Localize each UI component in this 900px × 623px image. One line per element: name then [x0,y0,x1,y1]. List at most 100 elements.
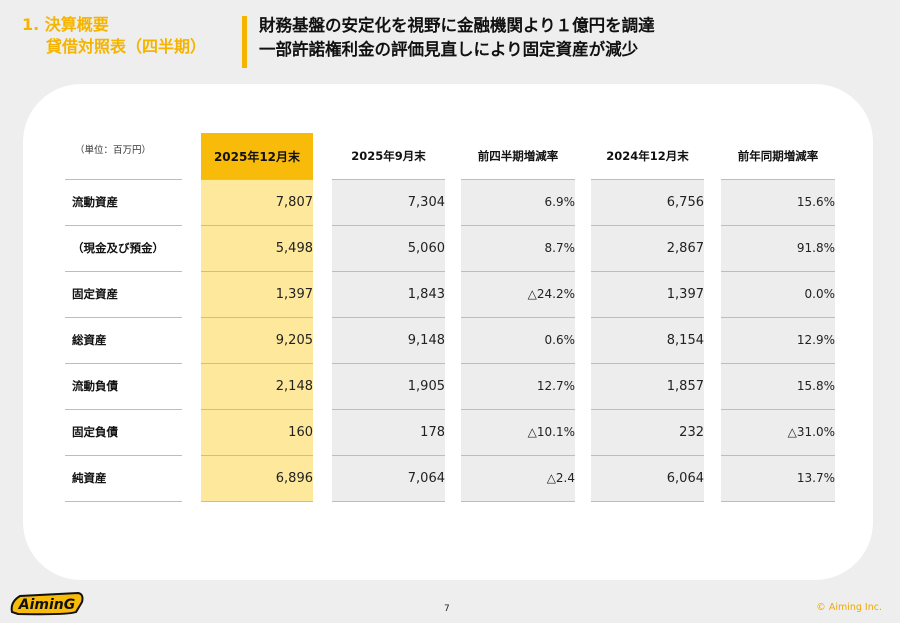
table-cell: 9,148 [407,332,445,348]
table-cell: 12.9% [796,333,835,347]
column-header-label: 2025年12月末 [213,149,301,164]
column-bg-5 [721,179,835,502]
table-cell: 2,867 [666,240,704,256]
table-rule [591,409,704,410]
table-cell: 5,060 [407,240,445,256]
table-cell: 0.0% [804,287,836,301]
row-label: 流動負債 [72,379,118,393]
table-cell: 15.8% [796,379,835,393]
table-rule [65,179,182,180]
table-cell: 15.6% [796,195,835,209]
table-rule [461,501,575,502]
table-cell: 7,807 [275,194,313,210]
table-cell: 91.8% [796,241,835,255]
table-rule [591,179,704,180]
table-rule [201,271,313,272]
row-label: 固定資産 [72,287,118,301]
table-rule [332,271,445,272]
table-cell: △2.4 [546,471,575,485]
table-rule [65,409,182,410]
section-title-line2: 貸借対照表（四半期） [46,37,207,56]
table-cell: 160 [288,424,313,440]
table-rule [461,455,575,456]
table-rule [461,179,575,180]
column-header: 2025年9月末 [351,149,426,163]
table-cell: 0.6% [544,333,576,347]
column-header: 前四半期増減率 [477,149,559,163]
table-rule [461,271,575,272]
table-cell: 6,756 [666,194,704,210]
table-rule [591,501,704,502]
table-rule [65,225,182,226]
table-rule [591,225,704,226]
table-rule [332,317,445,318]
table-cell: 9,205 [275,332,313,348]
row-label: （現金及び預金） [72,241,164,255]
table-cell: 6,064 [666,470,704,486]
row-label: 総資産 [72,333,107,347]
table-rule [591,317,704,318]
table-rule [721,501,835,502]
table-cell: 1,397 [275,286,313,302]
table-cell: 5,498 [275,240,313,256]
table-rule [721,271,835,272]
table-cell: 6.9% [544,195,576,209]
table-rule [65,455,182,456]
page-number: 7 [444,604,450,614]
unit-label: （単位：百万円） [75,145,152,156]
table-rule [65,271,182,272]
table-rule [461,409,575,410]
table-rule [721,225,835,226]
column-header: 前年同期増減率 [737,149,819,163]
table-rule [65,317,182,318]
table-rule [201,363,313,364]
title-divider [242,16,247,68]
row-label: 純資産 [72,471,107,485]
section-title-line1: 1. 決算概要 [22,15,109,34]
highlight-column [201,179,313,502]
table-cell: 8.7% [544,241,576,255]
table-rule [591,363,704,364]
table-cell: 1,857 [666,378,704,394]
section-title: 1. 決算概要 貸借対照表（四半期） [22,14,206,58]
table-rule [201,179,313,180]
table-rule [721,455,835,456]
table-rule [332,179,445,180]
table-rule [201,409,313,410]
table-cell: 7,064 [407,470,445,486]
table-rule [721,179,835,180]
table-rule [332,363,445,364]
table-cell: 232 [679,424,704,440]
table-cell: 1,843 [407,286,445,302]
table-rule [721,363,835,364]
headline: 財務基盤の安定化を視野に金融機関より１億円を調達 一部許諾権利金の評価見直しによ… [259,14,655,62]
table-rule [721,409,835,410]
table-cell: △24.2% [527,287,575,301]
table-rule [65,363,182,364]
table-rule [201,317,313,318]
column-bg-3 [461,179,575,502]
table-cell: 6,896 [275,470,313,486]
column-bg-4 [591,179,704,502]
table-rule [201,225,313,226]
table-cell: 12.7% [536,379,575,393]
table-cell: 8,154 [666,332,704,348]
table-cell: △10.1% [527,425,575,439]
row-label: 固定負債 [72,425,118,439]
table-rule [461,317,575,318]
table-rule [201,455,313,456]
column-bg-2 [332,179,445,502]
table-cell: 1,397 [666,286,704,302]
column-header-current: 2025年12月末 [201,133,313,179]
copyright: © Aiming Inc. [816,602,882,613]
table-cell: 178 [420,424,445,440]
table-rule [461,363,575,364]
logo-text: AiminG [18,597,75,613]
aiming-logo: AiminG [10,591,84,616]
table-rule [332,225,445,226]
table-rule [591,455,704,456]
table-rule [591,271,704,272]
headline-line1: 財務基盤の安定化を視野に金融機関より１億円を調達 [259,16,655,35]
table-rule [721,317,835,318]
row-label: 流動資産 [72,195,118,209]
